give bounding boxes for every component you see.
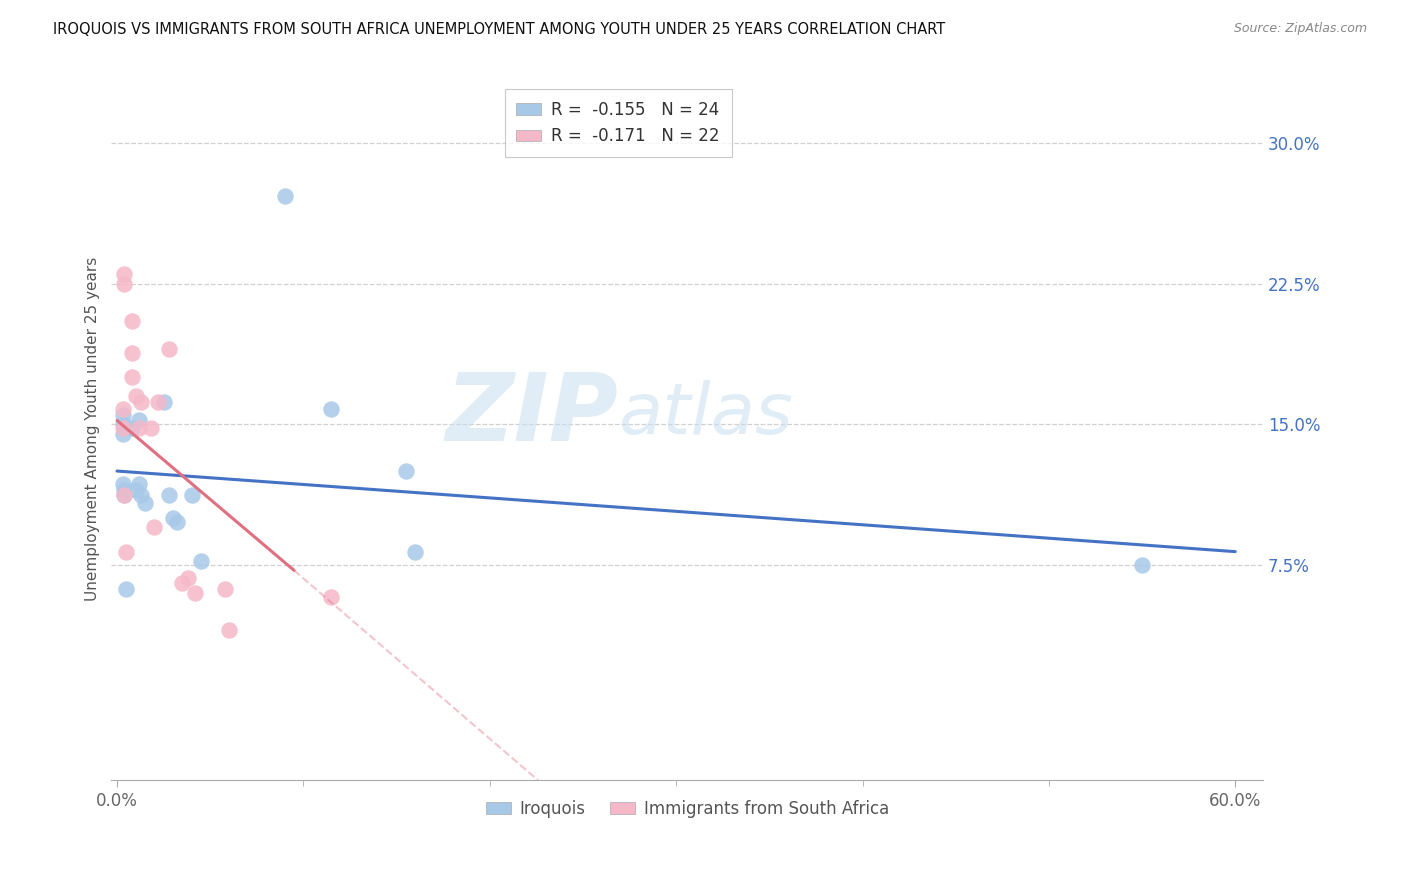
Point <box>111 417 134 432</box>
Text: Source: ZipAtlas.com: Source: ZipAtlas.com <box>1233 22 1367 36</box>
Point <box>152 394 174 409</box>
Point <box>114 483 136 497</box>
Point <box>177 571 200 585</box>
Point <box>121 421 143 435</box>
Point <box>114 488 136 502</box>
Point <box>128 413 150 427</box>
Point <box>129 394 152 409</box>
Point <box>124 389 146 403</box>
Text: IROQUOIS VS IMMIGRANTS FROM SOUTH AFRICA UNEMPLOYMENT AMONG YOUTH UNDER 25 YEARS: IROQUOIS VS IMMIGRANTS FROM SOUTH AFRICA… <box>53 22 946 37</box>
Point <box>157 342 180 356</box>
Text: ZIP: ZIP <box>446 368 619 461</box>
Point <box>111 426 134 441</box>
Point <box>274 188 297 202</box>
Point <box>218 624 240 638</box>
Point <box>184 586 207 600</box>
Point <box>114 277 136 291</box>
Point <box>128 421 150 435</box>
Point <box>172 576 194 591</box>
Point <box>1130 558 1153 572</box>
Point <box>121 370 143 384</box>
Point <box>162 511 184 525</box>
Text: atlas: atlas <box>619 380 793 450</box>
Y-axis label: Unemployment Among Youth under 25 years: Unemployment Among Youth under 25 years <box>86 257 100 601</box>
Point <box>214 582 236 596</box>
Point <box>128 477 150 491</box>
Legend: Iroquois, Immigrants from South Africa: Iroquois, Immigrants from South Africa <box>479 793 896 825</box>
Point <box>111 408 134 422</box>
Point <box>166 515 188 529</box>
Point <box>321 590 343 604</box>
Point <box>111 477 134 491</box>
Point <box>321 402 343 417</box>
Point <box>143 520 166 534</box>
Point <box>115 582 138 596</box>
Point <box>114 267 136 281</box>
Point <box>404 544 426 558</box>
Point <box>111 421 134 435</box>
Point <box>157 488 180 502</box>
Point <box>139 421 162 435</box>
Point <box>114 488 136 502</box>
Point <box>121 346 143 360</box>
Point <box>395 464 418 478</box>
Point <box>180 488 202 502</box>
Point <box>124 483 146 497</box>
Point <box>190 554 212 568</box>
Point <box>129 488 152 502</box>
Point <box>111 402 134 417</box>
Point <box>121 314 143 328</box>
Point <box>134 496 156 510</box>
Point <box>146 394 169 409</box>
Point <box>115 544 138 558</box>
